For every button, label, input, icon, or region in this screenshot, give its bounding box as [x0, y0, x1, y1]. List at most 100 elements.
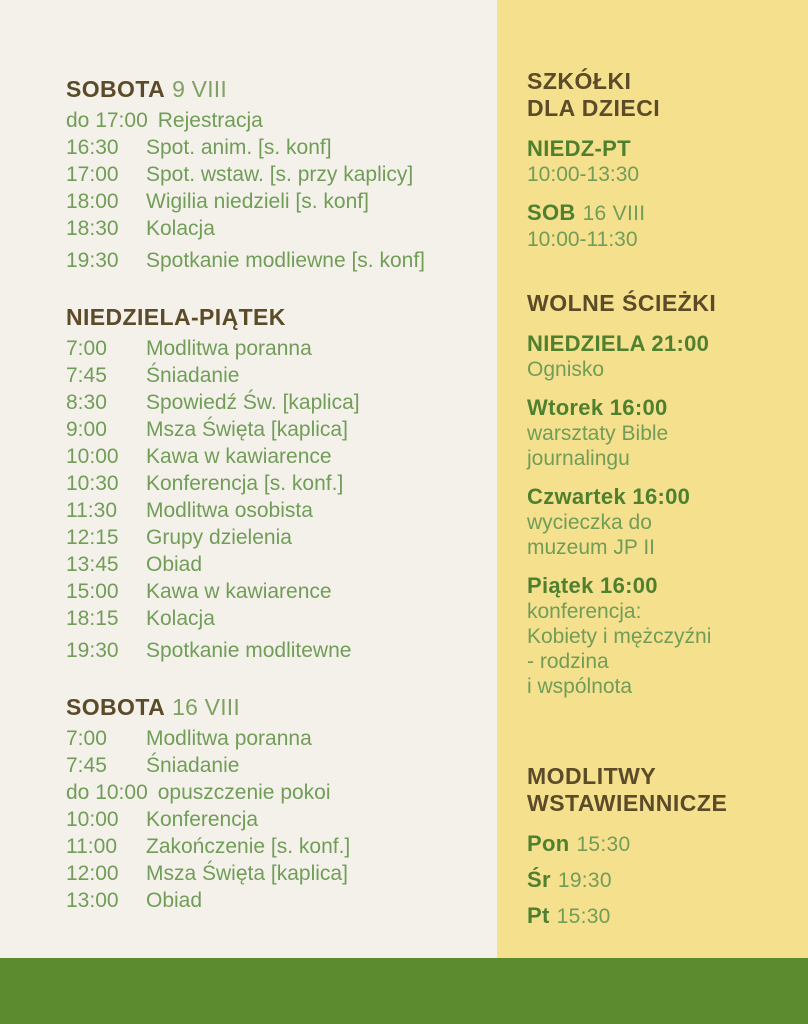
section-title-day: NIEDZIELA-PIĄTEK: [66, 304, 286, 330]
activity-cell: Śniadanie: [146, 364, 240, 387]
section-title-date: 16 VIII: [172, 694, 240, 720]
activity-cell: Modlitwa osobista: [146, 499, 313, 522]
section-saturday-9: SOBOTA 9 VIII do 17:00 Rejestracja 16:30 …: [66, 76, 487, 274]
entry-suffix: 19:30: [557, 869, 612, 892]
entry: Pon 15:30: [527, 831, 794, 858]
right-heading: MODLITWY WSTAWIENNICZE: [527, 763, 794, 817]
right-heading: WOLNE ŚCIEŻKI: [527, 290, 794, 317]
time-cell: 12:00: [66, 862, 119, 885]
right-heading-line: SZKÓŁKI: [527, 68, 632, 94]
entry-head: NIEDZIELA 21:00: [527, 331, 794, 357]
schedule-row: 19:30 Spotkanie modliewne [s. konf]: [66, 247, 487, 274]
time-cell: 15:00: [66, 580, 119, 603]
time-cell: 10:00: [66, 445, 119, 468]
schedule-row: 15:00 Kawa w kawiarence: [66, 578, 487, 605]
entry: Pt 15:30: [527, 903, 794, 930]
section-sunday-friday: NIEDZIELA-PIĄTEK 7:00 Modlitwa poranna 7…: [66, 304, 487, 664]
time-cell: 18:30: [66, 217, 119, 240]
entry-suffix: 15:30: [556, 905, 611, 928]
time-cell: 7:45: [66, 754, 107, 777]
activity-cell: Zakończenie [s. konf.]: [146, 835, 351, 858]
right-heading: SZKÓŁKI DLA DZIECI: [527, 68, 794, 122]
activity-cell: opuszczenie pokoi: [157, 781, 331, 804]
entry-head: Wtorek 16:00: [527, 395, 794, 421]
activity-cell: Konferencja [s. konf.]: [146, 472, 344, 495]
schedule-row: 16:30 Spot. anim. [s. konf]: [66, 134, 487, 161]
right-heading-line: WOLNE ŚCIEŻKI: [527, 290, 717, 316]
entry-line: 10:00-13:30: [527, 163, 640, 186]
time-cell: do 17:00: [66, 109, 148, 132]
section-title-day: SOBOTA: [66, 694, 166, 720]
entry-suffix: 15:30: [576, 833, 631, 856]
entry: NIEDZ-PT 10:00-13:30: [527, 136, 794, 187]
entry-line: wycieczka do: [527, 511, 652, 534]
section-title: SOBOTA 16 VIII: [66, 694, 487, 721]
activity-cell: Spot. wstaw. [s. przy kaplicy]: [146, 163, 414, 186]
schedule-row: 12:15 Grupy dzielenia: [66, 524, 487, 551]
entry: Śr 19:30: [527, 867, 794, 894]
section-title: SOBOTA 9 VIII: [66, 76, 487, 103]
entry-label: Pt: [527, 903, 550, 928]
entry-head: Czwartek 16:00: [527, 484, 794, 510]
entry-label: NIEDZIELA 21:00: [527, 331, 710, 356]
entry-label: NIEDZ-PT: [527, 136, 631, 161]
schedule-row: 18:15 Kolacja: [66, 605, 487, 632]
entry-head: NIEDZ-PT: [527, 136, 794, 162]
time-cell: 13:00: [66, 889, 119, 912]
schedule-row: 12:00 Msza Święta [kaplica]: [66, 860, 487, 887]
entry: SOB 16 VIII 10:00-11:30: [527, 200, 794, 252]
time-cell: 10:00: [66, 808, 119, 831]
schedule-row: 9:00 Msza Święta [kaplica]: [66, 416, 487, 443]
entry-line: 10:00-11:30: [527, 228, 638, 251]
section-title-day: SOBOTA: [66, 76, 166, 102]
activity-cell: Wigilia niedzieli [s. konf]: [146, 190, 369, 213]
activity-cell: Grupy dzielenia: [146, 526, 292, 549]
schedule-row: do 10:00 opuszczenie pokoi: [66, 779, 487, 806]
time-cell: 18:15: [66, 607, 119, 630]
schedule-row: 7:45 Śniadanie: [66, 752, 487, 779]
schedule-row: 13:45 Obiad: [66, 551, 487, 578]
schedule-row: 18:00 Wigilia niedzieli [s. konf]: [66, 188, 487, 215]
schedule-row: 11:00 Zakończenie [s. konf.]: [66, 833, 487, 860]
section-intercessory-prayers: MODLITWY WSTAWIENNICZE Pon 15:30 Śr 19:30 …: [527, 763, 794, 930]
entry: Czwartek 16:00 wycieczka do muzeum JP II: [527, 484, 794, 560]
entry-label: Śr: [527, 867, 551, 892]
time-cell: 9:00: [66, 418, 107, 441]
activity-cell: Kawa w kawiarence: [146, 445, 332, 468]
time-cell: 7:00: [66, 727, 107, 750]
activity-cell: Spotkanie modlitewne: [146, 639, 352, 662]
section-free-paths: WOLNE ŚCIEŻKI NIEDZIELA 21:00 Ognisko Wt…: [527, 290, 794, 699]
entry-label: Wtorek 16:00: [527, 395, 668, 420]
time-cell: 8:30: [66, 391, 107, 414]
schedule-row: 7:00 Modlitwa poranna: [66, 725, 487, 752]
schedule-row: 13:00 Obiad: [66, 887, 487, 914]
entry-head: Pt 15:30: [527, 903, 794, 930]
schedule-row: 17:00 Spot. wstaw. [s. przy kaplicy]: [66, 161, 487, 188]
activity-cell: Spot. anim. [s. konf]: [146, 136, 332, 159]
entry-line: journalingu: [527, 447, 630, 470]
content-area: SOBOTA 9 VIII do 17:00 Rejestracja 16:30 …: [0, 0, 808, 958]
entry-line: konferencja:: [527, 600, 642, 623]
activity-cell: Obiad: [146, 889, 203, 912]
schedule-row: do 17:00 Rejestracja: [66, 107, 487, 134]
schedule-row: 7:45 Śniadanie: [66, 362, 487, 389]
time-cell: 19:30: [66, 249, 119, 272]
activity-cell: Modlitwa poranna: [146, 337, 312, 360]
entry-suffix: 16 VIII: [582, 202, 646, 225]
entry-line: i wspólnota: [527, 675, 633, 698]
schedule-row: 10:30 Konferencja [s. konf.]: [66, 470, 487, 497]
time-cell: 16:30: [66, 136, 119, 159]
schedule-row: 10:00 Konferencja: [66, 806, 487, 833]
activity-cell: Konferencja: [146, 808, 259, 831]
activity-cell: Rejestracja: [157, 109, 263, 132]
time-cell: 18:00: [66, 190, 119, 213]
activity-cell: Msza Święta [kaplica]: [146, 418, 348, 441]
entry: Piątek 16:00 konferencja: Kobiety i mężc…: [527, 573, 794, 699]
time-cell: 17:00: [66, 163, 119, 186]
activity-cell: Modlitwa poranna: [146, 727, 312, 750]
footer-bar: [0, 958, 808, 1024]
entry-head: Pon 15:30: [527, 831, 794, 858]
entry-label: Piątek 16:00: [527, 573, 658, 598]
entry-label: Czwartek 16:00: [527, 484, 691, 509]
activity-cell: Obiad: [146, 553, 203, 576]
